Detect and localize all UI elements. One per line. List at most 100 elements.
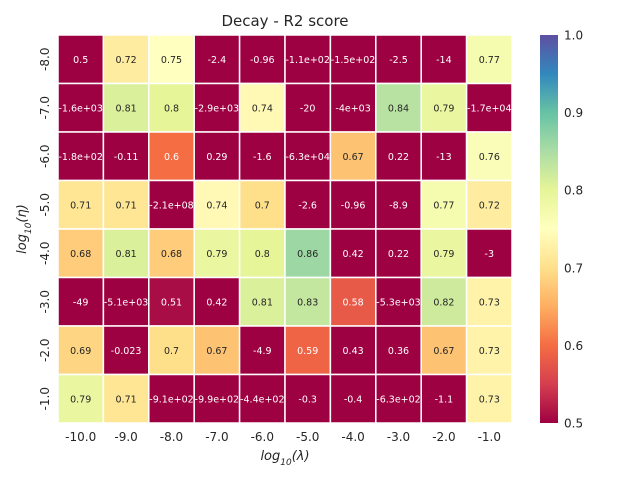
y-axis-label-sub: 10 — [24, 222, 34, 234]
heatmap-cell — [102, 228, 150, 279]
cell-annotation: -1.6e+03 — [58, 103, 102, 114]
colorbar-tick-label: 0.5 — [564, 417, 583, 431]
cell-annotation: 0.36 — [388, 346, 409, 357]
heatmap-cell — [57, 179, 105, 230]
y-axis-ticks: -8.0 -7.0 -6.0 -5.0 -4.0 -3.0 -2.0 -1.0 — [38, 48, 52, 411]
heatmap-cell — [102, 373, 150, 424]
x-tick-label: -8.0 — [160, 430, 183, 444]
y-axis-label-base: log — [15, 234, 30, 254]
heatmap-cell — [420, 325, 468, 376]
heatmap-cell — [193, 82, 241, 133]
cell-annotation: -5.3e+03 — [376, 297, 420, 308]
heatmap-cell — [193, 325, 241, 376]
cell-annotation: -9.9e+02 — [195, 394, 239, 405]
heatmap-cell — [465, 325, 513, 376]
cell-annotation: 0.79 — [70, 394, 91, 405]
x-tick-label: -7.0 — [205, 430, 228, 444]
heatmap-cells — [57, 34, 513, 424]
colorbar-tick-label: 0.8 — [564, 184, 583, 198]
cell-annotation: 0.8 — [255, 249, 270, 260]
x-tick-label: -10.0 — [65, 430, 96, 444]
cell-annotation: 0.74 — [206, 200, 227, 211]
x-axis-label-arg: (λ) — [292, 449, 310, 464]
heatmap-cell — [465, 34, 513, 85]
heatmap-cell — [329, 228, 377, 279]
colorbar-ticks: 0.5 0.6 0.7 0.8 0.9 1.0 — [564, 29, 583, 431]
heatmap-cell — [193, 276, 241, 327]
cell-annotation: 0.5 — [73, 55, 88, 66]
heatmap-cell — [420, 131, 468, 182]
cell-annotation: 0.81 — [116, 103, 137, 114]
cell-annotation: -4e+03 — [335, 103, 370, 114]
y-tick-label: -4.0 — [38, 242, 52, 265]
x-tick-label: -4.0 — [341, 430, 364, 444]
cell-annotation: -3 — [485, 249, 494, 260]
colorbar-tick-label: 0.7 — [564, 261, 583, 275]
cell-annotation: -4.9 — [253, 346, 272, 357]
heatmap-cell — [329, 179, 377, 230]
heatmap-cell — [57, 131, 105, 182]
cell-annotation: -0.4 — [344, 394, 363, 405]
cell-annotation: 0.42 — [206, 297, 227, 308]
cell-annotation: -2.5 — [389, 55, 408, 66]
cell-annotation: -0.11 — [114, 152, 139, 163]
y-tick-label: -7.0 — [38, 96, 52, 119]
cell-annotation: -49 — [73, 297, 89, 308]
heatmap-cell — [465, 373, 513, 424]
x-axis-label-sub: 10 — [280, 458, 292, 468]
cell-annotation: 0.68 — [161, 249, 182, 260]
cell-annotation: 0.43 — [343, 346, 364, 357]
x-tick-label: -9.0 — [114, 430, 137, 444]
cell-annotation: -6.3e+02 — [376, 394, 420, 405]
heatmap-cell — [102, 131, 150, 182]
colorbar-tick-label: 0.9 — [564, 106, 583, 120]
colorbar-tick-label: 0.6 — [564, 339, 583, 353]
cell-annotation: 0.77 — [433, 200, 454, 211]
cell-annotation: 0.8 — [164, 103, 179, 114]
y-axis-label-arg: (η) — [15, 204, 30, 222]
heatmap-cell — [57, 325, 105, 376]
cell-annotation: 0.51 — [161, 297, 182, 308]
cell-annotation: 0.72 — [116, 55, 137, 66]
cell-annotation: -1.7e+04 — [467, 103, 511, 114]
heatmap-cell — [284, 82, 332, 133]
heatmap-cell — [284, 325, 332, 376]
cell-annotation: 0.82 — [433, 297, 454, 308]
heatmap-cell — [375, 34, 422, 85]
y-tick-label: -8.0 — [38, 48, 52, 71]
cell-annotation: -9.1e+02 — [149, 394, 193, 405]
heatmap-cell — [329, 82, 377, 133]
cell-annotation: 0.59 — [297, 346, 318, 357]
cell-annotation: 0.74 — [252, 103, 273, 114]
y-tick-label: -3.0 — [38, 290, 52, 313]
cell-annotations: 0.5 0.72 0.75 -2.4 -0.96 -1.1e+02 -1.5e+02 -2.5… — [58, 55, 511, 406]
cell-annotation: 0.67 — [433, 346, 454, 357]
heatmap-cell — [148, 373, 195, 424]
heatmap-cell — [57, 34, 105, 85]
cell-annotation: -2.6 — [298, 200, 317, 211]
cell-annotation: 0.72 — [479, 200, 500, 211]
heatmap-cell — [193, 373, 241, 424]
cell-annotation: 0.79 — [433, 103, 454, 114]
x-axis-label-base: log — [260, 449, 280, 464]
cell-annotation: -13 — [436, 152, 452, 163]
heatmap-cell — [375, 325, 422, 376]
cell-annotation: 0.71 — [116, 200, 137, 211]
cell-annotation: -14 — [436, 55, 452, 66]
cell-annotation: 0.22 — [388, 152, 409, 163]
cell-annotation: -5.1e+03 — [104, 297, 148, 308]
cell-annotation: -1.1 — [435, 394, 454, 405]
cell-annotation: 0.79 — [433, 249, 454, 260]
cell-annotation: 0.58 — [343, 297, 364, 308]
x-tick-label: -5.0 — [296, 430, 319, 444]
heatmap-cell — [238, 228, 286, 279]
cell-annotation: -2.1e+08 — [149, 200, 193, 211]
heatmap-cell — [238, 373, 286, 424]
cell-annotation: 0.42 — [343, 249, 364, 260]
heatmap-cell — [465, 228, 513, 279]
cell-annotation: -8.9 — [389, 200, 408, 211]
cell-annotation: -0.96 — [250, 55, 275, 66]
cell-annotation: 0.29 — [206, 152, 227, 163]
heatmap-cell — [329, 325, 377, 376]
